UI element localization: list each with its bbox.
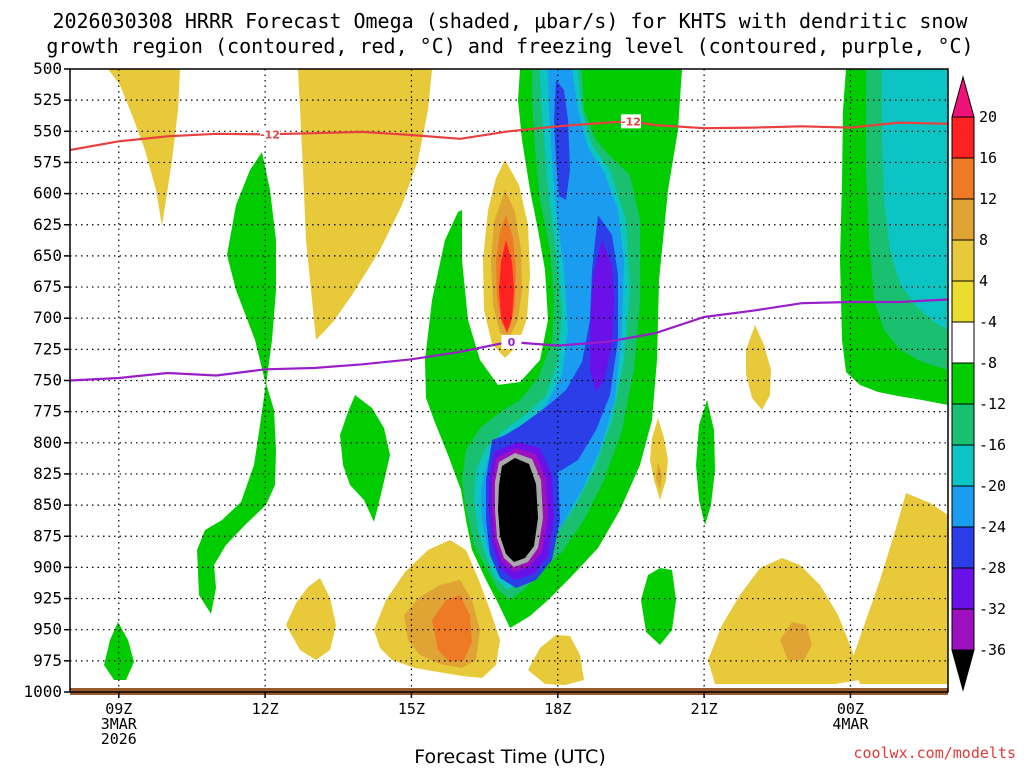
- colorbar-band: [951, 239, 975, 282]
- contour-label: -12: [260, 128, 280, 141]
- colorbar-tick-label: -36: [979, 641, 1006, 659]
- chart-title-line1: 2026030308 HRRR Forecast Omega (shaded, …: [52, 9, 968, 33]
- x-tick-label: 12Z: [252, 700, 279, 718]
- credit-text: coolwx.com/modelts: [853, 744, 1016, 762]
- y-tick-label: 900: [33, 557, 62, 576]
- omega-region-positive: [780, 622, 812, 660]
- omega-region-negative: [882, 69, 948, 330]
- colorbar-tick-label: -16: [979, 436, 1006, 454]
- omega-region-positive: [708, 558, 860, 684]
- x-axis-label: Forecast Time (UTC): [414, 746, 605, 768]
- contour-label-background: [259, 127, 280, 142]
- colorbar-tick-label: 20: [979, 108, 997, 126]
- omega-region-negative: [340, 395, 390, 522]
- colorbar-band: [951, 485, 975, 528]
- omega-region-positive: [656, 462, 662, 490]
- colorbar-band: [951, 362, 975, 405]
- colorbar-over-triangle: [951, 75, 975, 118]
- x-tick-label: 4MAR: [832, 715, 869, 733]
- colorbar-band: [951, 116, 975, 159]
- x-tick-label: 2026: [101, 730, 137, 748]
- dendritic-isotherm-line: [70, 120, 948, 152]
- colorbar-band: [951, 444, 975, 487]
- colorbar-band: [951, 608, 975, 651]
- colorbar-band: [951, 321, 975, 364]
- contour-label: 0: [508, 336, 516, 349]
- chart-title-line2: growth region (contoured, red, °C) and f…: [46, 34, 973, 58]
- contour-label: -12: [621, 115, 641, 128]
- omega-region-max: [499, 240, 514, 333]
- y-tick-label: 700: [33, 308, 62, 327]
- colorbar-tick-label: 16: [979, 149, 997, 167]
- omega-region-positive: [108, 69, 180, 226]
- colorbar-tick-label: -4: [979, 313, 997, 331]
- omega-region-positive: [746, 325, 771, 410]
- colorbar-tick-label: -12: [979, 395, 1006, 413]
- omega-region-negative: [554, 80, 570, 200]
- y-tick-label: 800: [33, 433, 62, 452]
- omega-region-negative: [197, 383, 276, 614]
- y-tick-label: 950: [33, 620, 62, 639]
- omega-region-positive: [298, 69, 432, 340]
- y-tick-label: 750: [33, 371, 62, 390]
- y-tick-label: 875: [33, 526, 62, 545]
- colorbar-tick-label: -32: [979, 600, 1006, 618]
- colorbar-band: [951, 198, 975, 241]
- y-tick-label: 625: [33, 215, 62, 234]
- colorbar-band: [951, 403, 975, 446]
- y-tick-label: 675: [33, 277, 62, 296]
- x-tick-label: 09Z: [105, 700, 132, 718]
- colorbar-under-triangle: [951, 649, 975, 692]
- omega-region-positive: [650, 418, 668, 500]
- y-tick-label: 500: [33, 59, 62, 78]
- y-tick-label: 825: [33, 464, 62, 483]
- omega-region-positive: [852, 493, 948, 684]
- y-tick-label: 975: [33, 651, 62, 670]
- omega-region-negative: [641, 568, 676, 645]
- omega-shading: [104, 69, 948, 685]
- x-tick-label: 18Z: [544, 700, 571, 718]
- omega-region-positive: [432, 595, 472, 662]
- omega-region-positive: [528, 635, 584, 685]
- colorbar-band: [951, 157, 975, 200]
- y-tick-label: 525: [33, 90, 62, 109]
- omega-region-negative: [104, 622, 134, 680]
- y-tick-label: 550: [33, 121, 62, 140]
- y-tick-label: 925: [33, 589, 62, 608]
- y-tick-label: 650: [33, 246, 62, 265]
- colorbar-tick-label: 12: [979, 190, 997, 208]
- y-tick-label: 775: [33, 402, 62, 421]
- x-tick-label: 21Z: [691, 700, 718, 718]
- colorbar-band: [951, 567, 975, 610]
- contour-label-background: [620, 114, 641, 129]
- omega-region-negative: [227, 152, 276, 385]
- y-tick-label: 725: [33, 339, 62, 358]
- y-tick-label: 850: [33, 495, 62, 514]
- y-tick-label: 1000: [23, 682, 62, 701]
- omega-region-negative: [696, 400, 715, 525]
- colorbar-tick-label: -20: [979, 477, 1006, 495]
- contour-label-background: [501, 334, 522, 349]
- colorbar-tick-label: -28: [979, 559, 1006, 577]
- colorbar-band: [951, 526, 975, 569]
- gridlines: [70, 69, 948, 692]
- colorbar-tick-label: 8: [979, 231, 988, 249]
- y-tick-label: 600: [33, 184, 62, 203]
- colorbar: 20 16 12 8 4 -4 -8 -12 -16 -20 -24 -28 -32 -36: [951, 75, 1006, 692]
- colorbar-band: [951, 280, 975, 323]
- colorbar-tick-label: -8: [979, 354, 997, 372]
- x-tick-label: 15Z: [398, 700, 425, 718]
- omega-region-negative: [590, 240, 614, 392]
- colorbar-tick-label: -24: [979, 518, 1006, 536]
- y-axis: 500 525 550 575 600 625 650 675 700 725 750 775 800 8…: [23, 59, 70, 701]
- colorbar-tick-label: 4: [979, 272, 988, 290]
- x-tick-label: 00Z: [837, 700, 864, 718]
- x-tick-label: 3MAR: [101, 715, 138, 733]
- temperature-contours: -12 -12 0: [70, 114, 948, 382]
- y-tick-label: 575: [33, 152, 62, 171]
